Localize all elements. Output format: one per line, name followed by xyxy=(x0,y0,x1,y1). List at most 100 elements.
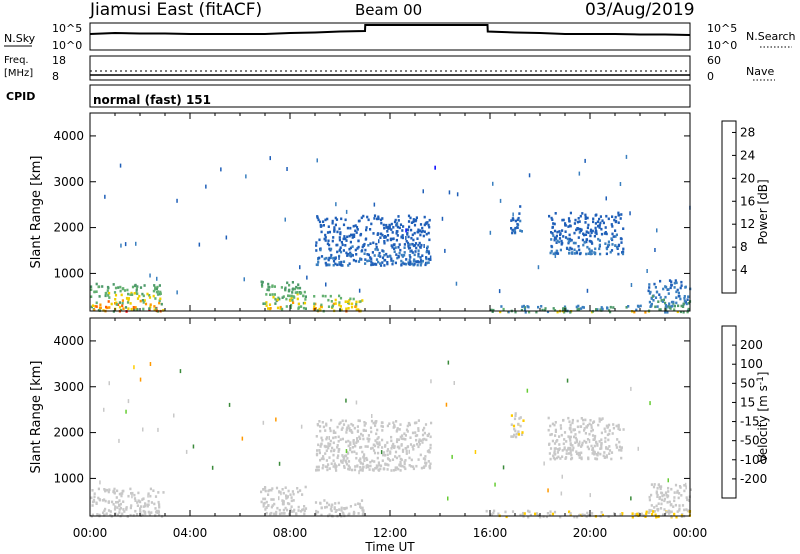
echo-cell xyxy=(639,304,642,308)
echo-cell xyxy=(411,233,414,237)
echo-cell xyxy=(319,309,322,312)
echo-cell xyxy=(372,468,375,472)
echo-cell xyxy=(264,302,267,305)
echo-cell xyxy=(507,310,510,314)
echo-cell xyxy=(341,426,344,430)
echo-cell xyxy=(160,302,163,306)
echo-cell xyxy=(119,163,122,168)
echo-cell xyxy=(320,513,323,517)
echo-cell xyxy=(262,302,265,305)
echo-cell xyxy=(650,483,653,486)
echo-cell xyxy=(408,423,411,427)
echo-cell xyxy=(554,453,557,456)
freq-label-line1: Freq. xyxy=(4,55,29,66)
echo-cell xyxy=(318,449,321,452)
echo-cell xyxy=(403,432,406,435)
echo-cell xyxy=(675,301,678,305)
echo-cell xyxy=(560,239,563,243)
echo-cell xyxy=(396,221,399,226)
echo-cell xyxy=(640,512,643,516)
echo-cell xyxy=(332,465,335,468)
echo-cell xyxy=(625,306,628,309)
echo-cell xyxy=(130,504,133,507)
echo-cell xyxy=(683,484,686,487)
echo-cell xyxy=(587,231,590,234)
echo-cell xyxy=(589,229,593,233)
echo-cell xyxy=(321,294,324,298)
echo-cell xyxy=(153,284,156,287)
echo-cell xyxy=(361,512,364,516)
echo-cell xyxy=(377,254,380,257)
echo-cell xyxy=(332,453,335,457)
echo-cell xyxy=(676,310,679,314)
echo-cell xyxy=(320,457,323,460)
echo-cell xyxy=(413,262,416,266)
echo-cell xyxy=(528,173,531,178)
echo-cell xyxy=(295,512,298,515)
echo-cell xyxy=(584,158,586,163)
echo-cell xyxy=(581,305,584,309)
echo-cell xyxy=(591,242,594,245)
nsearch-tick-top: 10^5 xyxy=(707,22,737,35)
echo-cell xyxy=(403,460,406,464)
echo-cell xyxy=(385,226,388,229)
echo-cell xyxy=(351,254,354,257)
echo-cell xyxy=(345,506,348,510)
echo-cell xyxy=(380,221,383,225)
echo-cell xyxy=(390,469,393,472)
echo-cell xyxy=(684,301,687,304)
echo-cell xyxy=(548,442,551,446)
echo-cell xyxy=(611,215,614,218)
echo-cell xyxy=(553,423,556,427)
echo-cell xyxy=(618,448,621,452)
echo-cell xyxy=(332,263,335,267)
echo-cell xyxy=(406,424,409,428)
echo-cell xyxy=(139,505,143,508)
echo-cell xyxy=(566,237,569,241)
echo-cell xyxy=(648,286,651,289)
echo-cell xyxy=(600,442,603,446)
echo-cell xyxy=(598,247,601,251)
echo-cell xyxy=(316,215,319,218)
echo-cell xyxy=(408,258,411,262)
echo-cell xyxy=(340,264,343,267)
echo-cell xyxy=(572,241,575,245)
echo-cell xyxy=(550,244,553,248)
echo-cell xyxy=(144,302,148,306)
echo-cell xyxy=(557,448,561,452)
echo-cell xyxy=(363,252,366,255)
echo-cell xyxy=(617,221,620,224)
echo-cell xyxy=(345,209,348,214)
echo-cell xyxy=(591,452,594,455)
echo-cell xyxy=(346,426,349,430)
echo-cell xyxy=(137,491,140,495)
echo-cell xyxy=(287,294,290,297)
echo-cell xyxy=(262,502,265,506)
echo-cell xyxy=(611,225,614,228)
echo-cell xyxy=(569,224,572,228)
echo-cell xyxy=(670,283,673,287)
echo-cell xyxy=(406,241,410,245)
echo-cell xyxy=(664,491,668,494)
echo-cell xyxy=(666,501,669,504)
colorbar-tick-label: -50 xyxy=(740,434,760,448)
echo-cell xyxy=(555,241,558,244)
echo-cell xyxy=(395,420,398,423)
echo-cell xyxy=(352,510,356,514)
echo-cell xyxy=(121,304,124,308)
echo-cell xyxy=(658,293,661,296)
echo-cell xyxy=(336,425,339,429)
echo-cell xyxy=(339,438,342,441)
echo-cell xyxy=(529,513,532,517)
echo-cell xyxy=(158,503,161,506)
echo-cell xyxy=(198,242,201,247)
echo-cell xyxy=(649,305,652,308)
echo-cell xyxy=(655,491,658,495)
echo-cell xyxy=(396,445,399,449)
echo-cell xyxy=(426,245,429,249)
echo-cell xyxy=(119,285,122,289)
echo-cell xyxy=(320,436,323,440)
y-tick-label: 1000 xyxy=(53,266,84,280)
echo-cell xyxy=(390,439,393,443)
echo-cell xyxy=(376,248,379,252)
